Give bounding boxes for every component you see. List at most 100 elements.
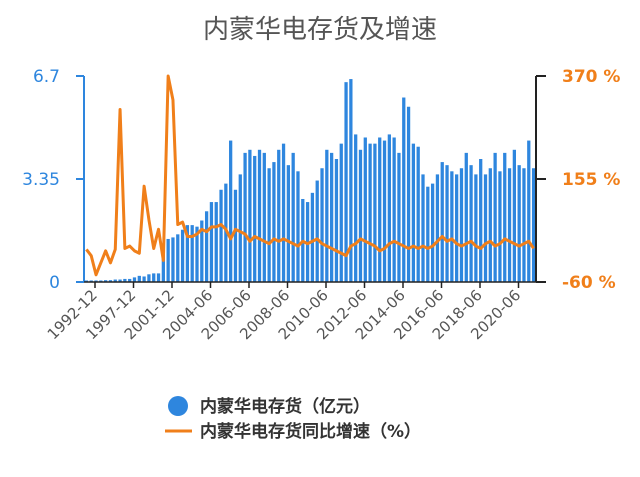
bar: [325, 149, 329, 282]
legend-line-label: 内蒙华电存货同比增速（%）: [200, 421, 421, 442]
bar: [257, 149, 262, 282]
bar: [94, 280, 98, 282]
bar: [455, 174, 459, 282]
bar: [334, 159, 339, 282]
bar: [185, 225, 190, 282]
bar: [406, 106, 411, 282]
bar: [522, 168, 526, 282]
bar: [493, 152, 497, 282]
bar: [224, 183, 228, 282]
bar: [291, 152, 295, 282]
bar: [137, 275, 141, 282]
legend-bar-marker: [168, 396, 188, 416]
bar: [89, 280, 93, 282]
bar: [320, 168, 324, 282]
bar: [296, 171, 300, 282]
bar: [498, 171, 502, 282]
bar: [440, 162, 444, 282]
chart-title: 内蒙华电存货及增速: [203, 15, 437, 45]
bar: [402, 97, 406, 283]
x-axis-ticks: 1992-121997-122001-122004-062006-062008-…: [44, 282, 524, 343]
bar: [416, 146, 420, 282]
left-axis-ticks: 6.7 3.35 0: [22, 67, 84, 293]
left-tick-label: 0: [49, 273, 60, 293]
bar: [132, 277, 137, 282]
bar: [507, 168, 512, 282]
bar: [262, 152, 266, 282]
bar: [286, 165, 290, 282]
bar: [233, 189, 238, 282]
bar: [531, 168, 536, 282]
bar: [200, 220, 204, 282]
bar: [382, 140, 387, 282]
bar: [387, 134, 391, 282]
bar: [229, 140, 233, 282]
bar: [123, 278, 127, 282]
bar: [219, 189, 223, 282]
bar: [118, 279, 122, 282]
bar: [171, 237, 175, 282]
bar: [464, 152, 468, 282]
bar: [354, 134, 358, 282]
bar: [190, 225, 194, 282]
bar: [474, 174, 478, 282]
legend-bar-label: 内蒙华电存货（亿元）: [200, 396, 370, 417]
bar: [344, 82, 348, 283]
bar: [281, 143, 286, 282]
right-tick-label: -60 %: [562, 273, 616, 293]
bar: [349, 79, 353, 282]
bar-series: [84, 79, 536, 283]
bar: [248, 149, 252, 282]
bar: [339, 143, 343, 282]
bar: [147, 274, 151, 282]
bar: [483, 174, 488, 282]
bar: [392, 137, 396, 282]
bar: [459, 168, 464, 282]
bar: [142, 276, 146, 282]
bar: [479, 159, 483, 282]
bar: [253, 155, 257, 282]
bar: [104, 280, 108, 282]
bar: [156, 273, 161, 282]
bar: [503, 152, 507, 282]
bar: [421, 174, 425, 282]
bar: [277, 149, 281, 282]
bar: [363, 137, 367, 282]
line-series: [85, 74, 535, 277]
bar: [152, 273, 156, 282]
bar: [243, 152, 247, 282]
growth-line: [85, 74, 535, 277]
bar: [267, 168, 271, 282]
bar: [450, 171, 454, 282]
bar: [166, 238, 170, 282]
bar: [176, 234, 180, 282]
right-tick-label: 155 %: [562, 170, 620, 190]
bar: [214, 202, 218, 282]
bar: [445, 165, 449, 282]
bar: [113, 279, 117, 282]
bar: [108, 280, 113, 282]
bar: [397, 152, 401, 282]
bar: [315, 180, 319, 282]
bar: [517, 165, 521, 282]
bar: [512, 149, 516, 282]
bar: [195, 226, 199, 282]
legend: 内蒙华电存货（亿元） 内蒙华电存货同比增速（%）: [165, 396, 421, 442]
bar: [330, 152, 334, 282]
left-tick-label: 3.35: [22, 170, 60, 190]
right-tick-label: 370 %: [562, 67, 620, 87]
bar: [204, 211, 209, 282]
bar: [527, 140, 531, 282]
bar: [368, 143, 372, 282]
bar: [358, 149, 363, 282]
bar: [435, 174, 440, 282]
bar: [209, 202, 214, 282]
bar: [310, 192, 315, 282]
bar: [128, 278, 132, 282]
right-axis-ticks: 370 % 155 % -60 %: [536, 67, 620, 293]
bar: [430, 183, 435, 282]
bar: [238, 174, 242, 282]
bar: [161, 251, 165, 282]
bar: [378, 137, 382, 282]
